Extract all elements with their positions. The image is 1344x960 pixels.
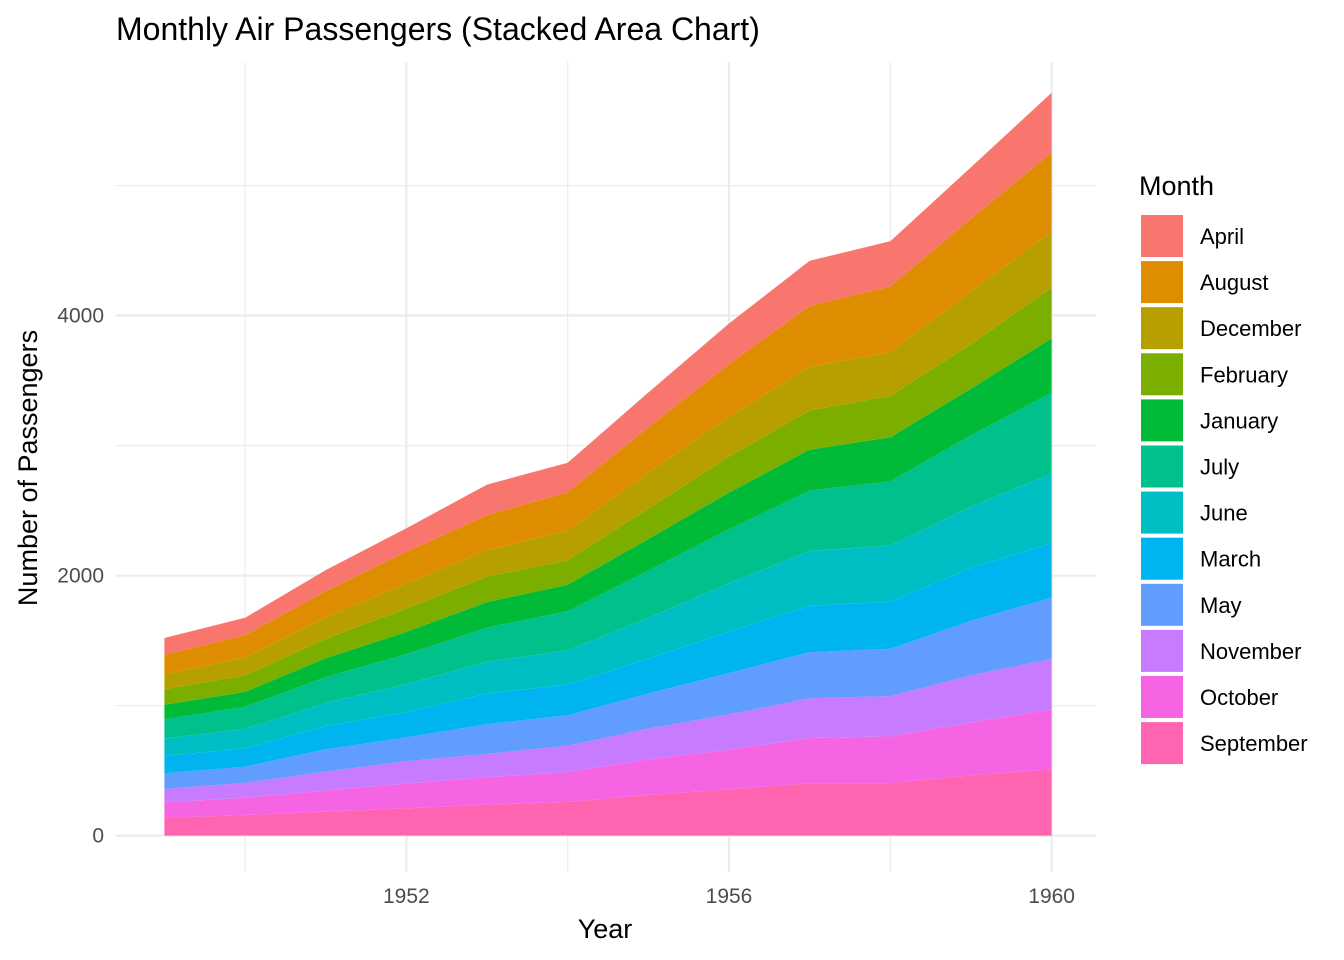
legend-label: November — [1200, 639, 1301, 664]
area-may — [164, 597, 1052, 789]
legend-swatch — [1141, 491, 1183, 534]
legend-swatch — [1141, 629, 1183, 672]
x-axis-ticks: 1952 1956 1960 — [383, 885, 1075, 908]
legend-swatch — [1141, 722, 1183, 765]
legend-item-september: September — [1141, 722, 1308, 765]
legend-label: June — [1200, 501, 1248, 526]
area-march — [164, 543, 1052, 774]
legend-swatch — [1141, 676, 1183, 718]
legend-label: March — [1200, 547, 1261, 572]
legend-swatch — [1141, 261, 1183, 304]
legend-item-june: June — [1141, 491, 1248, 534]
legend-label: May — [1200, 593, 1242, 618]
y-axis-title: Number of Passengers — [13, 330, 43, 606]
legend-item-november: November — [1141, 629, 1301, 672]
legend-item-july: July — [1141, 445, 1239, 488]
legend-item-may: May — [1141, 583, 1242, 626]
area-layers — [164, 92, 1052, 836]
legend-swatch — [1141, 537, 1183, 580]
legend-swatch — [1141, 353, 1183, 396]
legend-label: August — [1200, 270, 1269, 295]
legend-label: October — [1200, 685, 1278, 710]
legend-item-january: January — [1141, 399, 1278, 442]
x-tick-label: 1960 — [1028, 885, 1075, 908]
legend-item-april: April — [1141, 215, 1244, 257]
area-june — [164, 473, 1052, 756]
legend-swatch — [1141, 399, 1183, 442]
legend-swatch — [1141, 583, 1183, 626]
y-tick-label: 2000 — [57, 565, 104, 588]
x-axis-title: Year — [578, 914, 633, 944]
area-november — [164, 658, 1052, 803]
chart-title: Monthly Air Passengers (Stacked Area Cha… — [116, 11, 760, 47]
area-october — [164, 709, 1052, 818]
legend-label: December — [1200, 316, 1301, 341]
legend-label: September — [1200, 731, 1308, 756]
y-axis-ticks: 0 2000 4000 — [57, 305, 104, 848]
legend-label: February — [1200, 362, 1288, 387]
legend-item-february: February — [1141, 353, 1288, 396]
x-tick-label: 1952 — [383, 885, 430, 908]
y-tick-label: 0 — [92, 825, 104, 848]
legend-item-october: October — [1141, 676, 1278, 718]
legend-label: April — [1200, 224, 1244, 249]
grid — [116, 62, 1096, 872]
x-tick-label: 1956 — [706, 885, 753, 908]
legend-swatch — [1141, 445, 1183, 488]
y-tick-label: 4000 — [57, 305, 104, 328]
legend-title: Month — [1139, 171, 1214, 201]
legend-swatch — [1141, 307, 1183, 350]
legend-item-august: August — [1141, 261, 1269, 304]
legend-item-december: December — [1141, 307, 1301, 350]
legend-item-march: March — [1141, 537, 1261, 580]
legend: Month April August December February January… — [1139, 171, 1308, 765]
area-september — [164, 769, 1052, 836]
legend-label: July — [1200, 455, 1239, 480]
legend-label: January — [1200, 408, 1278, 433]
legend-swatch — [1141, 215, 1183, 257]
